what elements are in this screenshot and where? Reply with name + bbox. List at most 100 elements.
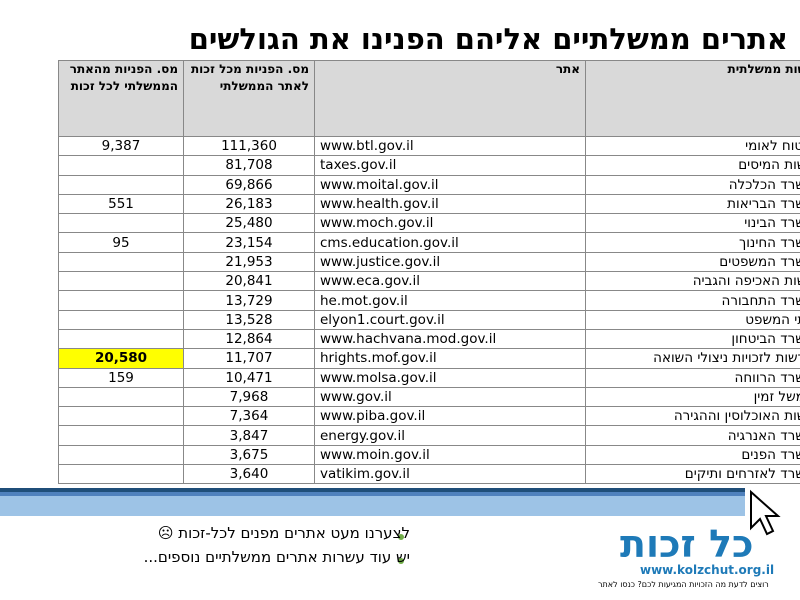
bullet-dot [398,534,404,540]
bullet: יש עוד עשרות אתרים ממשלתיים נוספים... [143,548,410,566]
table-cell: www.btl.gov.il [314,135,586,157]
table-cell: משרד הרווחה [585,367,800,388]
table-cell: 13,729 [183,290,315,311]
table-cell: www.justice.gov.il [314,251,586,273]
header-cell: רשות ממשלתית [585,60,800,137]
header-cell: מס. הפניות מהאתר הממשלתי לכל זכות [58,60,184,137]
table-cell: 23,154 [183,232,315,253]
table-cell: elyon1.court.gov.il [314,309,586,330]
table-row: משרד הביטחוןwww.hachvana.mod.gov.il12,86… [58,328,800,350]
table-cell: 3,675 [183,444,315,466]
blue-band [0,488,745,516]
table-cell: www.gov.il [314,386,586,408]
table-cell: משרד החינוך [585,232,800,253]
table-cell: 7,364 [183,406,315,427]
table-cell: 20,841 [183,271,315,292]
table-cell [58,213,184,234]
logo-name: כל זכות [620,522,754,566]
table-cell: משרד המשפטים [585,251,800,273]
bullet: לצערנו מעט אתרים מפנים לכל-זכות ☹ [157,524,410,542]
table-row: הרשות לזכויות ניצולי השואה hrights.mof.go… [58,348,800,369]
table-cell: 9,387 [58,135,184,157]
table-cell [58,271,184,292]
table-cell: ממשל זמין [585,386,800,408]
table-cell: he.mot.gov.il [314,290,586,311]
table-cell: cms.education.gov.il [314,232,586,253]
table-cell: 69,866 [183,174,315,195]
header-cell: אתר [314,60,586,137]
table-cell: 159 [58,367,184,388]
table-row: רשות האוכלוסין וההגירה www.piba.gov.il 7,3… [58,406,800,427]
table-cell: 13,528 [183,309,315,330]
table-cell: 95 [58,232,184,253]
table-cell [58,155,184,176]
table-cell: 551 [58,193,184,215]
table-cell: www.eca.gov.il [314,271,586,292]
title: אתרים ממשלתיים אליהם הפנינו את הגולשים [188,22,788,56]
table-cell: משרד הפנים [585,444,800,466]
table-cell: משרד הבינוי [585,213,800,234]
table-cell: 81,708 [183,155,315,176]
table-cell: 111,360 [183,135,315,157]
logo-url: www.kolzchut.org.il [640,563,775,577]
table-cell: משרד הכלכלה [585,174,800,195]
table-cell: 20,580 [58,348,184,369]
table-cell: הרשות לזכויות ניצולי השואה [585,348,800,369]
table-cell: www.hachvana.mod.gov.il [314,328,586,350]
table-cell: hrights.mof.gov.il [314,348,586,369]
table-cell [58,386,184,408]
table-cell: רשות המיסים [585,155,800,176]
table-cell: רשות האוכלוסין וההגירה [585,406,800,427]
cursor-icon [750,489,781,536]
table-cell: 12,864 [183,328,315,350]
table-cell [58,174,184,195]
table-cell: 11,707 [183,348,315,369]
logo-tagline: רוצים לדעת מה הזכויות המגיעות לכם? כנסו … [598,580,769,589]
table-cell: משרד הביטחון [585,328,800,350]
table-cell [58,309,184,330]
table-cell: משרד לאזרחים ותיקים [585,464,800,485]
table-cell: www.piba.gov.il [314,406,586,427]
table-cell: 3,640 [183,464,315,485]
table-cell [58,406,184,427]
table-cell: רשות האכיפה והגביה [585,271,800,292]
table-cell: 25,480 [183,213,315,234]
table-cell [58,251,184,273]
table-cell: משרד האנרגיה [585,425,800,446]
table-cell: vatikim.gov.il [314,464,586,485]
table-cell: www.moin.gov.il [314,444,586,466]
table-cell: www.molsa.gov.il [314,367,586,388]
table-cell: energy.gov.il [314,425,586,446]
table-cell: 10,471 [183,367,315,388]
table-cell: 7,968 [183,386,315,408]
table-cell: משרד התחבורה [585,290,800,311]
table-cell: בתי המשפט [585,309,800,330]
table-cell: 21,953 [183,251,315,273]
table-cell: ביטוח לאומי [585,135,800,157]
table-cell: 3,847 [183,425,315,446]
table-cell: taxes.gov.il [314,155,586,176]
table-cell: www.moital.gov.il [314,174,586,195]
table-cell [58,464,184,485]
table-cell: משרד הבריאות [585,193,800,215]
header-cell: מס. הפניות מכל זכות לאתר הממשלתי [183,60,315,137]
table-cell: 26,183 [183,193,315,215]
